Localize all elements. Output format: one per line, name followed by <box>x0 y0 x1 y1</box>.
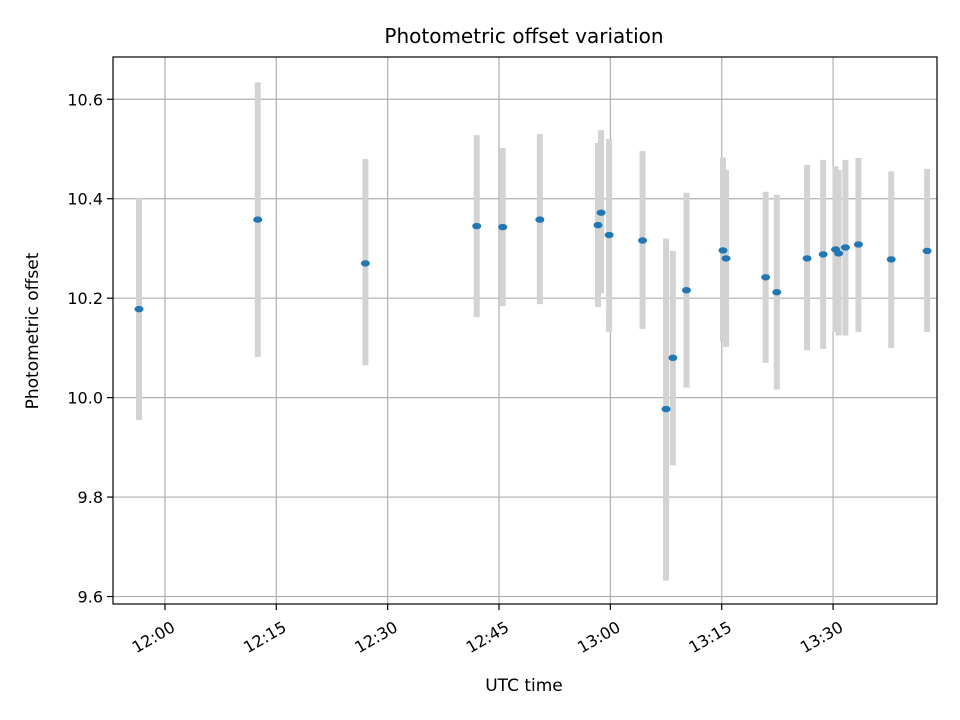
x-tick-label: 13:00 <box>574 617 623 657</box>
data-point <box>668 354 678 362</box>
x-axis-label: UTC time <box>485 676 563 696</box>
data-point <box>472 222 482 230</box>
data-point <box>661 405 671 413</box>
data-point <box>253 216 263 223</box>
y-tick-label: 9.8 <box>78 488 103 507</box>
data-point <box>134 305 144 313</box>
data-point <box>834 250 844 257</box>
y-axis-label: Photometric offset <box>23 252 43 409</box>
y-tick-label: 10.6 <box>67 90 103 109</box>
x-tick-label: 12:45 <box>463 617 512 657</box>
data-point <box>596 209 606 216</box>
chart-title: Photometric offset variation <box>384 24 663 48</box>
y-axis-ticks: 9.6 9.8 10.0 10.2 10.4 10.6 <box>67 90 113 607</box>
x-axis-ticks: 12:00 12:15 12:30 12:45 13:00 13:15 13:30 <box>129 604 846 657</box>
data-point <box>886 256 896 263</box>
error-bars <box>135 82 931 581</box>
x-tick-label: 12:30 <box>351 617 400 657</box>
data-point <box>498 223 508 231</box>
x-tick-label: 13:15 <box>685 617 734 657</box>
y-tick-label: 10.4 <box>67 190 103 209</box>
data-point <box>681 287 691 294</box>
x-tick-label: 13:30 <box>797 617 846 657</box>
plot-frame <box>112 56 938 605</box>
data-points <box>134 209 932 413</box>
data-point <box>802 255 812 262</box>
data-point <box>840 244 850 251</box>
x-tick-label: 12:15 <box>240 617 289 657</box>
y-tick-label: 10.2 <box>67 289 103 308</box>
x-tick-label: 12:00 <box>129 617 178 657</box>
data-point <box>360 260 370 267</box>
data-point <box>772 289 782 296</box>
data-point <box>853 241 863 248</box>
data-point <box>818 251 828 258</box>
data-point <box>721 255 731 262</box>
data-point <box>593 221 603 229</box>
y-tick-label: 10.0 <box>67 389 103 408</box>
grid-lines <box>113 57 937 604</box>
data-point <box>638 237 648 244</box>
data-point <box>761 274 771 281</box>
y-tick-label: 9.6 <box>78 588 103 607</box>
data-point <box>718 247 728 254</box>
data-point <box>922 247 932 255</box>
data-point <box>535 216 545 223</box>
data-point <box>604 231 614 239</box>
